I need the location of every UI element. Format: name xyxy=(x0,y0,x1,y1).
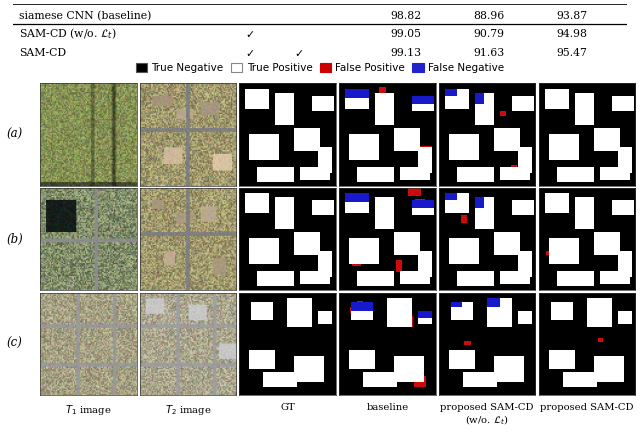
Text: baseline: baseline xyxy=(366,403,408,412)
Text: proposed SAM-CD: proposed SAM-CD xyxy=(540,403,634,412)
Text: SAM-CD: SAM-CD xyxy=(19,48,66,58)
Text: 88.96: 88.96 xyxy=(474,11,504,21)
Text: SAM-CD (w/o. $\mathcal{L}_t$): SAM-CD (w/o. $\mathcal{L}_t$) xyxy=(19,27,116,42)
Text: $\checkmark$: $\checkmark$ xyxy=(244,29,254,39)
Text: 90.79: 90.79 xyxy=(474,29,504,39)
Text: 98.82: 98.82 xyxy=(390,11,422,21)
Text: 99.13: 99.13 xyxy=(390,48,422,58)
Text: $T_1$ image: $T_1$ image xyxy=(65,403,111,417)
Text: 94.98: 94.98 xyxy=(556,29,588,39)
Legend: True Negative, True Positive, False Positive, False Negative: True Negative, True Positive, False Posi… xyxy=(136,63,504,73)
Text: 93.87: 93.87 xyxy=(556,11,588,21)
Text: (b): (b) xyxy=(6,233,23,246)
Text: (a): (a) xyxy=(6,128,22,141)
Text: (c): (c) xyxy=(6,337,22,350)
Text: siamese CNN (baseline): siamese CNN (baseline) xyxy=(19,11,151,21)
Text: $\checkmark$: $\checkmark$ xyxy=(294,48,303,58)
Text: $\checkmark$: $\checkmark$ xyxy=(244,48,254,58)
Text: GT: GT xyxy=(280,403,295,412)
Text: proposed SAM-CD
(w/o. $\mathcal{L}_t$): proposed SAM-CD (w/o. $\mathcal{L}_t$) xyxy=(440,403,534,427)
Text: $T_2$ image: $T_2$ image xyxy=(164,403,211,417)
Text: 99.05: 99.05 xyxy=(390,29,422,39)
Text: 91.63: 91.63 xyxy=(474,48,504,58)
Text: 95.47: 95.47 xyxy=(556,48,588,58)
